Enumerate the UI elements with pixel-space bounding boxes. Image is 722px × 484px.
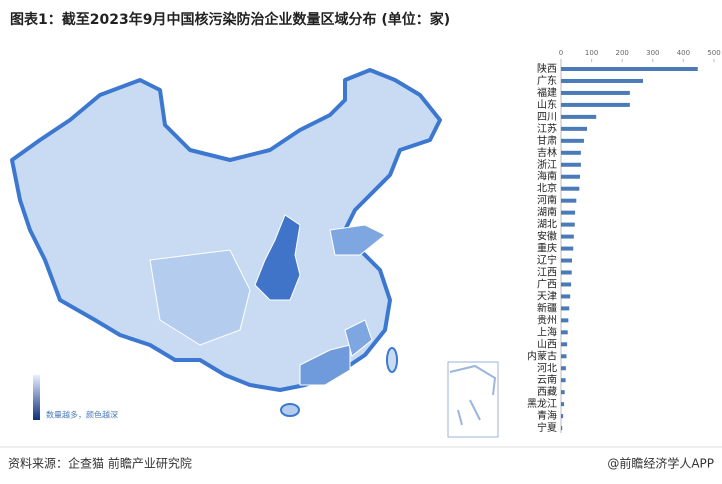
- inset-coast: [449, 364, 497, 426]
- x-tick-label: 500: [707, 49, 720, 57]
- island: [280, 403, 300, 417]
- country-shape: [10, 68, 442, 392]
- bar: [561, 426, 563, 431]
- x-tick-label: 300: [646, 49, 659, 57]
- y-tick-label: 江苏: [537, 122, 557, 135]
- y-tick-label: 黑龙江: [527, 397, 557, 410]
- x-tick-label: 400: [677, 49, 690, 57]
- color-legend: [33, 375, 40, 420]
- bar: [561, 234, 574, 239]
- y-tick-label: 陕西: [537, 62, 557, 75]
- x-tick-label: 100: [585, 49, 598, 57]
- y-tick-label: 河南: [537, 194, 557, 207]
- bar: [561, 258, 573, 263]
- y-tick-label: 福建: [537, 86, 557, 99]
- y-tick-label: 广东: [537, 74, 557, 87]
- legend-note: 数量越多，颜色越深: [46, 410, 118, 420]
- bar: [561, 294, 571, 299]
- bar: [561, 150, 581, 155]
- y-tick-label: 河北: [537, 362, 557, 374]
- bar: [561, 198, 577, 203]
- region-shape: [149, 249, 251, 346]
- bar: [561, 354, 567, 359]
- bar: [561, 162, 581, 167]
- bar: [561, 246, 574, 251]
- y-tick-label: 安徽: [537, 230, 557, 243]
- bar: [561, 270, 572, 275]
- y-tick-label: 辽宁: [537, 254, 557, 267]
- y-tick-label: 青海: [537, 409, 557, 422]
- y-tick-label: 天津: [537, 290, 557, 302]
- bar: [561, 402, 565, 407]
- y-tick-label: 云南: [537, 373, 557, 386]
- source: 资料来源：企查猫 前瞻产业研究院: [8, 456, 192, 471]
- bar: [561, 330, 568, 335]
- bar: [561, 78, 644, 83]
- bar: [561, 306, 570, 311]
- bar: [561, 414, 564, 419]
- y-tick-label: 四川: [537, 112, 557, 123]
- y-tick-label: 广西: [537, 278, 557, 290]
- y-tick-label: 湖北: [537, 219, 557, 231]
- y-tick-label: 西藏: [537, 386, 557, 398]
- y-tick-label: 山西: [537, 338, 557, 350]
- bar: [561, 342, 568, 347]
- y-tick-label: 上海: [537, 325, 557, 338]
- x-tick-label: 0: [559, 49, 563, 57]
- y-tick-label: 贵州: [537, 313, 557, 326]
- bar: [561, 318, 569, 323]
- y-tick-label: 山东: [537, 98, 557, 111]
- bar: [561, 67, 698, 71]
- y-tick-label: 宁夏: [537, 421, 557, 434]
- bar: [561, 366, 566, 371]
- bar: [561, 210, 576, 215]
- credit: @前瞻经济学人APP: [607, 456, 714, 471]
- x-tick-label: 200: [616, 49, 629, 57]
- island: [386, 347, 398, 373]
- bar: [561, 186, 580, 191]
- y-tick-label: 重庆: [537, 242, 557, 255]
- y-tick-label: 新疆: [537, 301, 557, 314]
- bar: [561, 222, 575, 227]
- bar: [561, 390, 565, 395]
- region-shape: [329, 224, 386, 256]
- bar: [561, 114, 597, 119]
- y-tick-label: 海南: [537, 170, 557, 183]
- bar: [561, 126, 588, 131]
- y-tick-label: 甘肃: [537, 134, 557, 147]
- bar: [561, 90, 630, 95]
- region-shape: [344, 319, 373, 357]
- bar: [561, 378, 566, 383]
- region-shape: [299, 344, 351, 386]
- bar: [561, 138, 584, 143]
- inset-box: [447, 361, 499, 438]
- map: [10, 68, 499, 438]
- y-tick-label: 浙江: [537, 159, 557, 171]
- y-tick-label: 江西: [537, 266, 557, 278]
- y-tick-label: 吉林: [537, 146, 557, 159]
- bar: [561, 174, 580, 179]
- y-tick-label: 北京: [537, 182, 557, 195]
- bar-chart: 0 100 200 300 400 500 陕西广东福建山东四川江苏甘肃吉林浙江海南北京河南…: [527, 49, 721, 434]
- bar: [561, 102, 630, 107]
- y-tick-label: 内蒙古: [527, 349, 557, 362]
- chart-title: 图表1：截至2023年9月中国核污染防治企业数量区域分布 (单位：家): [10, 11, 450, 28]
- region-shape: [254, 214, 301, 301]
- y-tick-label: 湖南: [537, 206, 557, 219]
- bar: [561, 282, 572, 287]
